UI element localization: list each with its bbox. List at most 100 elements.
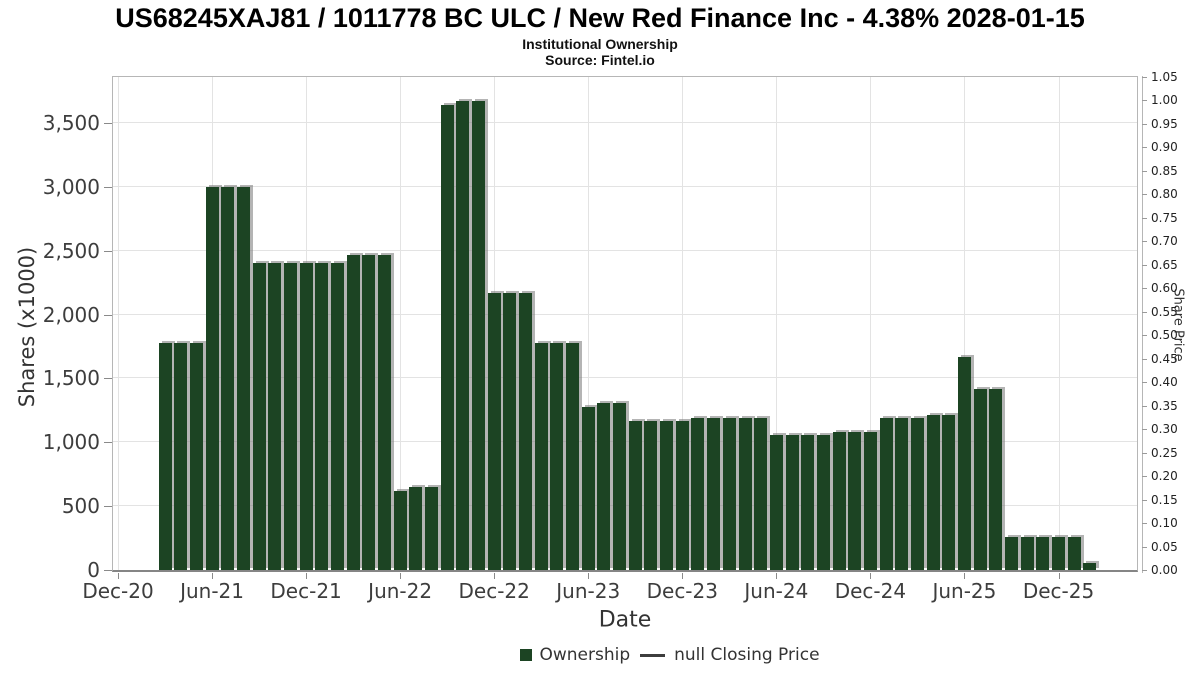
y-axis-tick-right: [1142, 311, 1147, 313]
vertical-gridline: [1058, 77, 1060, 570]
legend-items: Ownership null Closing Price: [520, 645, 820, 665]
horizontal-gridline: [113, 377, 1137, 379]
bar-Jan-22[interactable]: [315, 262, 329, 570]
right-axis-line: [1142, 76, 1143, 573]
bar-Aug-22[interactable]: [425, 486, 438, 570]
bar-Sep-23[interactable]: [628, 421, 642, 570]
y-axis-tick-right: [1142, 570, 1147, 571]
bar-Oct-24[interactable]: [832, 432, 846, 570]
legend-label-ownership[interactable]: Ownership: [539, 645, 631, 665]
y-axis-label-right: 0.50: [1151, 328, 1178, 343]
bar-May-25[interactable]: [942, 414, 956, 570]
bar-Apr-22[interactable]: [362, 255, 376, 570]
bar-Apr-23[interactable]: [550, 343, 564, 570]
bar-Dec-23[interactable]: [675, 421, 689, 570]
bar-Mar-23[interactable]: [534, 343, 548, 570]
bar-May-24[interactable]: [754, 418, 768, 570]
y-axis-label-right: 0.85: [1151, 163, 1178, 178]
y-axis-label-right: 0.55: [1151, 304, 1178, 319]
x-axis-tick: [118, 573, 119, 579]
bar-Dec-22[interactable]: [487, 292, 501, 570]
bar-Feb-26[interactable]: [1083, 562, 1097, 570]
bar-Sep-22[interactable]: [440, 105, 454, 570]
x-axis-label: Dec-20: [82, 579, 154, 603]
y-axis-label-right: 0.35: [1151, 398, 1178, 413]
y-axis-label-left: 1,500: [42, 366, 100, 391]
bar-Mar-25[interactable]: [910, 418, 924, 570]
y-axis-label-right: 0.00: [1151, 563, 1178, 577]
bar-Aug-21[interactable]: [236, 186, 250, 570]
x-axis-tick: [682, 573, 684, 579]
y-axis-label-right: 0.70: [1151, 234, 1178, 249]
bar-Nov-23[interactable]: [660, 421, 674, 570]
bar-Oct-22[interactable]: [456, 100, 470, 570]
bar-Jun-25[interactable]: [957, 357, 971, 570]
y-axis-tick-right: [1142, 358, 1147, 360]
bar-May-21[interactable]: [189, 343, 203, 570]
bar-Jul-23[interactable]: [597, 403, 611, 570]
y-axis-label-right: 1.05: [1151, 70, 1178, 84]
closing-price-line-icon[interactable]: [640, 653, 666, 657]
bar-Jul-24[interactable]: [785, 434, 799, 570]
bar-Jul-22[interactable]: [409, 486, 423, 570]
vertical-gridline: [870, 77, 872, 570]
x-axis-title: Date: [598, 607, 652, 633]
y-axis-tick-right: [1142, 335, 1147, 337]
bar-Jun-22[interactable]: [393, 490, 407, 570]
y-axis-tick-left: [104, 378, 112, 380]
bar-Nov-21[interactable]: [283, 262, 297, 570]
bar-Jan-26[interactable]: [1067, 537, 1081, 570]
ownership-swatch-icon[interactable]: [520, 649, 533, 661]
bar-Sep-21[interactable]: [252, 262, 266, 570]
bar-Nov-22[interactable]: [472, 100, 486, 570]
bar-Apr-21[interactable]: [174, 343, 188, 570]
bar-Aug-23[interactable]: [613, 403, 627, 570]
y-axis-tick-right: [1142, 382, 1147, 384]
bar-Jun-23[interactable]: [581, 407, 595, 570]
bar-Jun-24[interactable]: [769, 434, 783, 570]
bar-Nov-24[interactable]: [848, 432, 862, 570]
bar-Aug-24[interactable]: [801, 434, 815, 570]
y-axis-tick-right: [1142, 170, 1147, 172]
x-axis-label: Jun-22: [368, 579, 433, 603]
y-axis-tick-left: [104, 186, 112, 188]
bar-Nov-25[interactable]: [1036, 537, 1050, 570]
bar-Mar-22[interactable]: [346, 255, 360, 570]
bar-Jul-25[interactable]: [973, 388, 987, 570]
bar-Apr-25[interactable]: [926, 414, 940, 570]
bar-Dec-24[interactable]: [863, 432, 877, 570]
y-axis-label-right: 0.40: [1151, 375, 1178, 390]
bar-Sep-24[interactable]: [816, 434, 830, 570]
bar-May-23[interactable]: [566, 343, 580, 570]
bar-May-22[interactable]: [377, 255, 391, 570]
horizontal-gridline: [113, 249, 1137, 251]
bar-Aug-25[interactable]: [989, 388, 1003, 570]
bar-Dec-25[interactable]: [1052, 537, 1065, 570]
bar-Feb-25[interactable]: [895, 418, 909, 570]
bar-Mar-21[interactable]: [158, 343, 172, 570]
bar-Jan-23[interactable]: [503, 292, 517, 570]
bar-Feb-24[interactable]: [707, 418, 721, 570]
y-axis-tick-right: [1142, 429, 1147, 431]
bar-Jul-21[interactable]: [221, 186, 235, 570]
bar-Feb-23[interactable]: [519, 292, 533, 570]
bar-Feb-22[interactable]: [330, 262, 344, 570]
bar-Oct-23[interactable]: [644, 421, 658, 570]
bar-Dec-21[interactable]: [299, 262, 313, 570]
plot-area: [112, 76, 1138, 572]
bar-Apr-24[interactable]: [738, 418, 752, 570]
bar-Oct-21[interactable]: [268, 262, 282, 570]
bar-Oct-25[interactable]: [1020, 537, 1034, 570]
bar-Jun-21[interactable]: [205, 186, 219, 570]
bar-Mar-24[interactable]: [722, 418, 736, 570]
y-axis-tick-right: [1142, 264, 1147, 266]
y-axis-tick-right: [1142, 523, 1147, 525]
x-axis-label: Jun-21: [180, 579, 244, 603]
bar-Jan-25[interactable]: [879, 418, 893, 570]
bar-Sep-25[interactable]: [1004, 537, 1018, 570]
bar-Jan-24[interactable]: [691, 418, 705, 570]
legend-label-price[interactable]: null Closing Price: [674, 645, 820, 665]
y-axis-tick-right: [1142, 452, 1147, 454]
y-axis-label-right: 0.05: [1151, 539, 1178, 554]
y-axis-tick-left: [104, 506, 112, 508]
